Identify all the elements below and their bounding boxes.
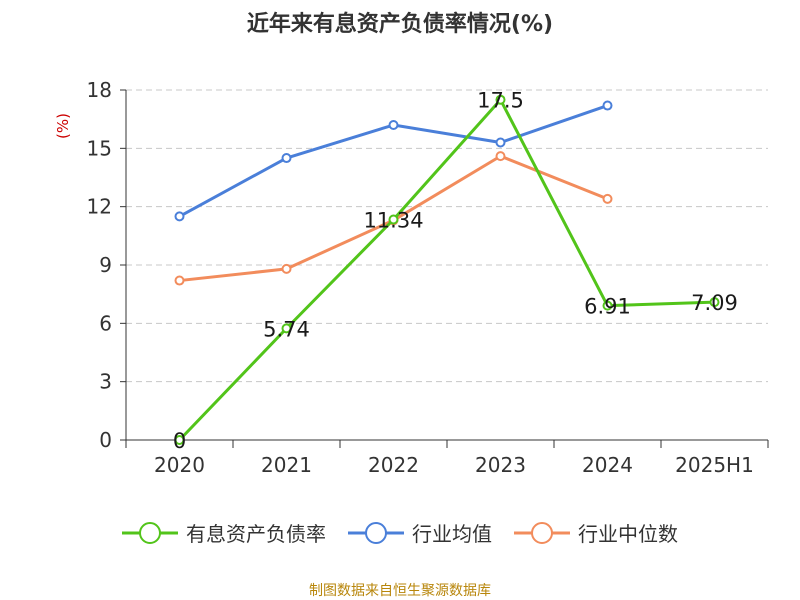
legend-item[interactable]: 行业均值 <box>348 518 492 547</box>
data-label: 11.34 <box>363 209 423 233</box>
data-point <box>602 100 613 111</box>
data-point <box>281 263 292 274</box>
data-point <box>174 435 185 445</box>
data-point <box>495 137 506 148</box>
data-point <box>174 275 185 286</box>
y-axis-label: (%) <box>54 113 72 139</box>
data-point <box>388 120 399 130</box>
y-tick-label: 9 <box>99 253 112 277</box>
legend-label: 行业均值 <box>412 522 492 546</box>
legend-item[interactable]: 有息资产负债率 <box>122 518 326 547</box>
legend-line-icon <box>348 521 404 544</box>
source-note: 制图数据来自恒生聚源数据库 <box>309 583 491 599</box>
legend-label: 有息资产负债率 <box>186 522 326 546</box>
legend-line-icon <box>514 521 570 544</box>
y-tick-label: 6 <box>99 311 112 335</box>
y-tick-label: 12 <box>87 195 112 219</box>
y-tick-label: 3 <box>99 370 112 394</box>
data-point <box>281 153 292 164</box>
legend-label: 行业中位数 <box>578 522 678 546</box>
data-label: 0 <box>173 429 186 453</box>
legend-item[interactable]: 行业中位数 <box>514 518 678 547</box>
data-point <box>495 94 506 105</box>
legend-line-icon <box>122 521 178 544</box>
data-point <box>174 211 185 222</box>
data-point <box>388 214 399 225</box>
data-point <box>602 193 613 204</box>
y-tick-label: 18 <box>87 78 112 102</box>
x-tick-label: 2022 <box>368 453 419 477</box>
series-line <box>178 98 715 442</box>
legend: 有息资产负债率 行业均值 行业中位数 <box>0 518 800 547</box>
y-tick-label: 15 <box>87 136 112 160</box>
data-label: 7.09 <box>691 291 738 315</box>
chart-title: 近年来有息资产负债率情况(%) <box>246 12 554 37</box>
y-tick-label: 0 <box>99 428 112 452</box>
data-label: 5.74 <box>263 317 310 341</box>
x-tick-label: 2021 <box>261 453 312 477</box>
x-tick-label: 2024 <box>582 453 633 477</box>
x-tick-label: 2023 <box>475 453 526 477</box>
data-point <box>709 297 720 308</box>
data-label: 6.91 <box>584 295 631 319</box>
data-point <box>602 300 613 311</box>
data-point <box>495 151 506 162</box>
x-tick-label: 2025H1 <box>675 453 754 477</box>
x-tick-label: 2020 <box>154 453 205 477</box>
data-label: 17.5 <box>477 89 524 113</box>
data-point <box>281 323 292 334</box>
